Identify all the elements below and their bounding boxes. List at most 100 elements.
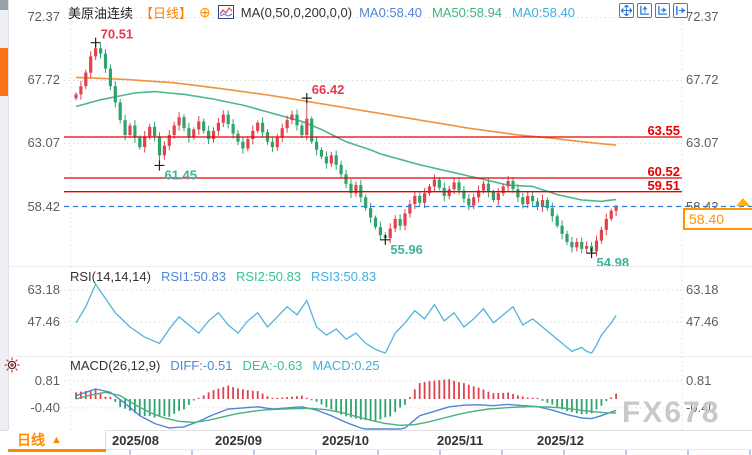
ma-params[interactable]: MA(0,50,0,200,0,0) [240, 4, 353, 20]
macd-histogram-bar [296, 396, 298, 399]
macd-histogram-bar [502, 392, 505, 399]
macd-histogram-bar [433, 380, 436, 399]
macd-histogram-bar [286, 397, 288, 399]
macd-value: DEA:-0.63 [242, 358, 303, 373]
time-axis-label: 2025/11 [437, 433, 484, 448]
candle [378, 227, 382, 236]
extreme-price-label: 66.42 [312, 82, 345, 97]
candle [437, 179, 441, 188]
chart-header: 美原油连续 【日线】 ⊕ MA(0,50,0,200,0,0) MA0:58.40 M… [68, 3, 575, 21]
level-price-label: 63.55 [647, 122, 680, 138]
candle [364, 197, 368, 209]
watermark: FX678 [622, 396, 721, 429]
rsi-line [75, 282, 617, 354]
rsi-panel [75, 282, 617, 354]
macd-histogram-bar [148, 399, 151, 417]
macd-histogram-bar [281, 397, 284, 399]
macd-histogram-bar [261, 393, 264, 399]
candle [496, 193, 500, 200]
macd-histogram-bar [379, 399, 382, 420]
candle [300, 125, 304, 135]
diff-line [75, 388, 617, 430]
axis-tick-label: 58.42 [27, 198, 60, 214]
macd-histogram-bar [384, 399, 387, 418]
ma-values: MA0:58.40 MA50:58.94 MA0:58.40 [359, 5, 575, 20]
candle [408, 204, 412, 214]
axis-tick-label: 63.07 [27, 135, 60, 151]
macd-histogram-bar [423, 382, 426, 399]
macd-histogram-bar [305, 397, 308, 399]
macd-value: DIFF:-0.51 [170, 358, 233, 373]
candle [216, 122, 220, 131]
tab-daily-interval[interactable]: 日线 ▲ [8, 430, 106, 449]
candle [123, 120, 127, 135]
macd-histogram-bar [178, 399, 180, 411]
candle [570, 242, 574, 248]
tab-daily-label: 日线 [17, 431, 45, 448]
axis-tick-label: 67.72 [27, 72, 60, 88]
candle [339, 164, 343, 175]
candle [565, 233, 569, 242]
axis-scroll-right-icon[interactable] [655, 3, 670, 18]
axis-zoom-vertical-icon[interactable] [637, 3, 652, 18]
macd-histogram-bar [448, 379, 451, 399]
candle [148, 126, 152, 137]
candle [403, 213, 407, 226]
jump-to-latest-icon[interactable] [673, 3, 688, 18]
axis-tick-label: 67.72 [686, 72, 719, 88]
axis-tick-label: 72.37 [686, 9, 719, 25]
candle [555, 216, 559, 226]
macd-histogram-bar [301, 395, 303, 399]
candle [373, 217, 378, 228]
left-dock-handle[interactable] [0, 0, 8, 10]
candle [295, 114, 299, 126]
macd-histogram-bar [438, 380, 441, 399]
macd-histogram-bar [580, 399, 583, 415]
macd-histogram-bar [237, 388, 239, 399]
candle [516, 189, 520, 198]
macd-histogram-bar [595, 399, 598, 410]
macd-histogram-bar [355, 399, 357, 419]
live-indicator-sun-icon[interactable] [4, 357, 20, 373]
candle [344, 174, 348, 184]
macd-histogram-bar [325, 399, 328, 408]
left-dock-strip[interactable] [0, 0, 9, 430]
macd-histogram-bar [212, 390, 215, 399]
candle [226, 114, 230, 125]
macd-histogram-bar [605, 399, 608, 402]
macd-histogram-bar [566, 399, 568, 412]
macd-histogram-bar [256, 391, 259, 399]
macd-histogram-bar [512, 393, 514, 399]
chart-style-icon[interactable] [217, 5, 234, 19]
macd-histogram-bar [463, 383, 465, 399]
macd-params[interactable]: MACD(26,12,9) [70, 358, 161, 373]
pan-icon[interactable] [619, 3, 634, 18]
candle [388, 228, 392, 238]
macd-histogram-bar [183, 399, 185, 410]
candle [246, 139, 250, 149]
candle [369, 208, 373, 218]
candle [354, 185, 358, 194]
axis-tick-label: 72.37 [27, 9, 60, 25]
rsi-params[interactable]: RSI(14,14,14) [70, 269, 151, 284]
axis-tick-label: 47.46 [27, 314, 60, 329]
macd-histogram-bar [428, 381, 431, 399]
macd-histogram-bar [541, 399, 544, 401]
ma-value: MA0:58.40 [359, 4, 422, 20]
candle [550, 208, 554, 217]
time-axis-label: 2025/09 [215, 433, 262, 448]
left-dock-active-segment[interactable] [0, 48, 8, 96]
ma200-line [75, 76, 617, 146]
macd-histogram-bar [222, 387, 225, 399]
candle [531, 195, 535, 202]
macd-histogram-bar [330, 399, 333, 410]
macd-histogram-bar [590, 399, 593, 414]
add-compare-icon[interactable]: ⊕ [199, 3, 211, 20]
candle [334, 155, 338, 165]
period-tag: 【日线】 [140, 5, 193, 21]
axis-tick-label: 63.18 [686, 282, 719, 297]
candle [329, 155, 333, 164]
macd-histogram-bar [458, 382, 460, 399]
